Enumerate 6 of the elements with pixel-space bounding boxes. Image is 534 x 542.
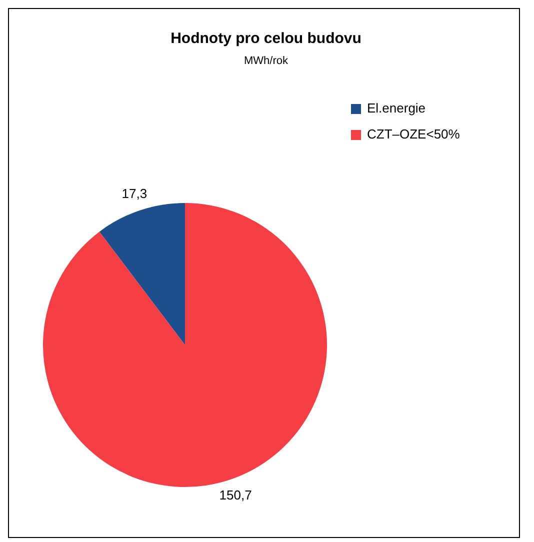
chart-title: Hodnoty pro celou budovu: [170, 30, 362, 48]
data-label: 150,7: [219, 487, 252, 502]
legend-label: CZT–OZE<50%: [367, 126, 460, 142]
legend-label: El.energie: [367, 100, 426, 116]
data-label: 17,3: [122, 186, 148, 201]
chart-subtitle: MWh/rok: [244, 55, 288, 68]
